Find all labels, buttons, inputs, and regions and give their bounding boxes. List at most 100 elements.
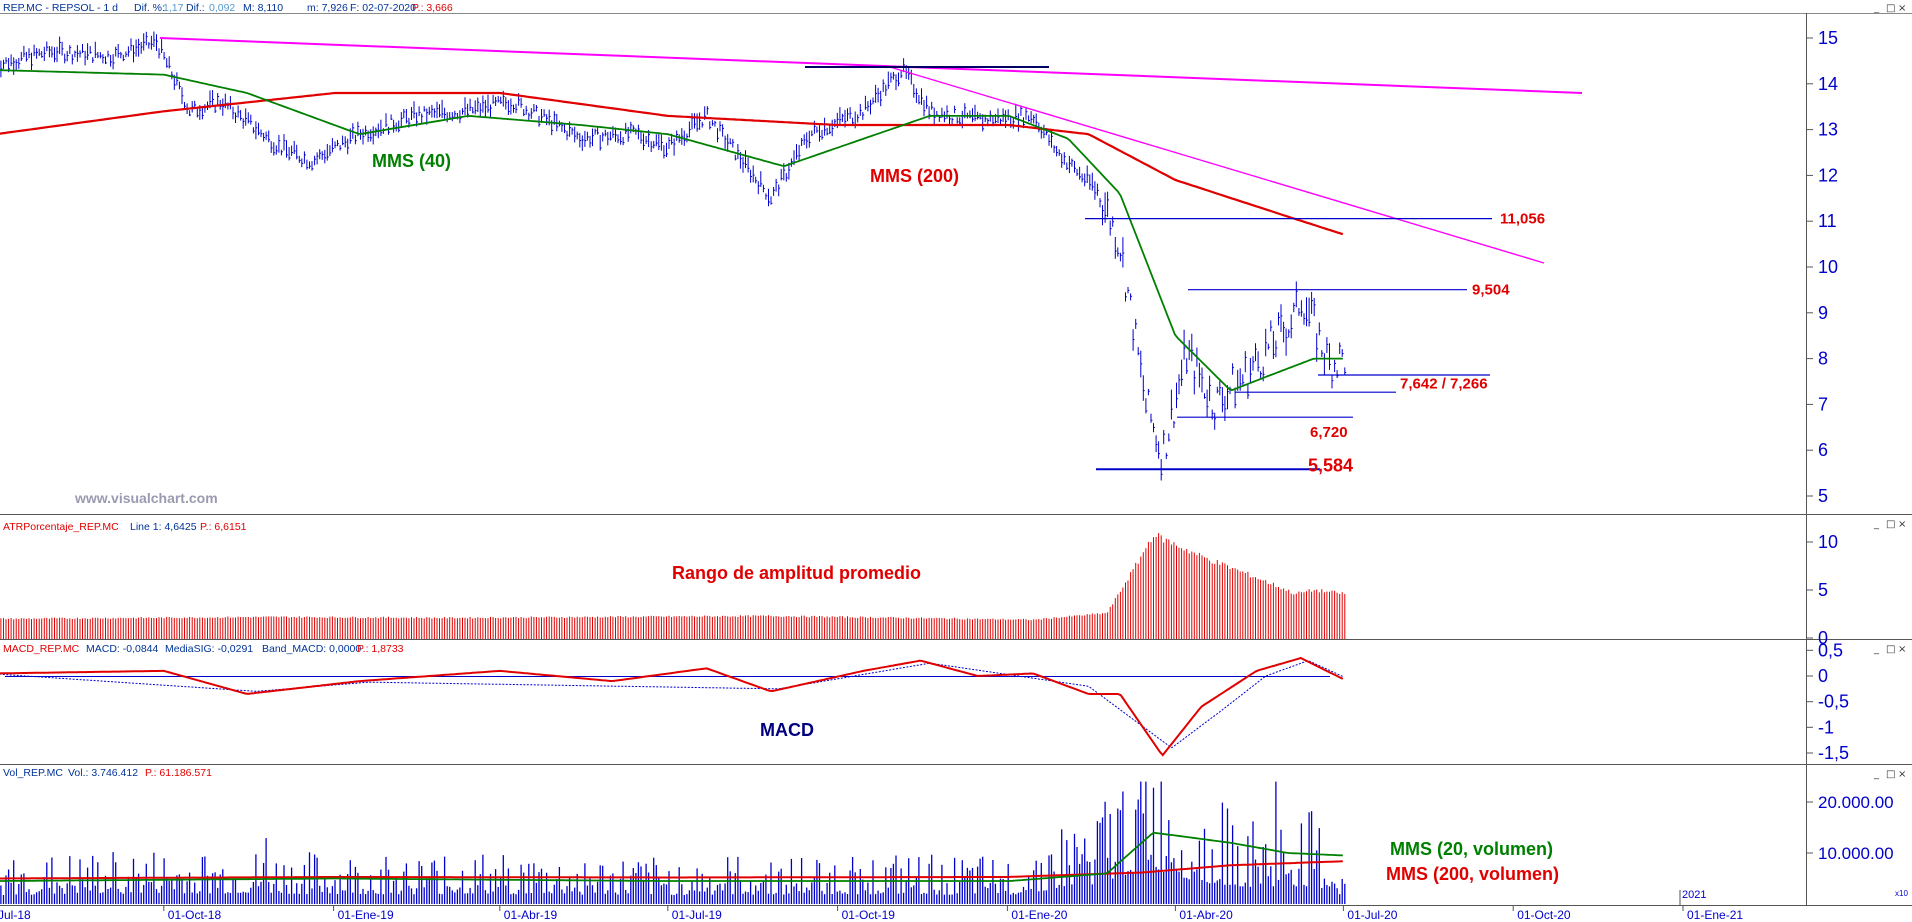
volume-close-button[interactable]: × [1898, 769, 1906, 780]
price-bar [890, 72, 893, 83]
price-bar [579, 132, 582, 148]
price-bar [1135, 318, 1138, 329]
price-bar [734, 154, 737, 161]
price-bar [954, 105, 956, 114]
price-bar [1232, 363, 1234, 375]
price-bar [232, 106, 235, 120]
price-bar [161, 39, 163, 53]
price-bar [301, 158, 304, 168]
macd-maximize-button[interactable]: □ [1886, 644, 1895, 655]
atr-header-name: ATRPorcentaje_REP.MC [3, 521, 119, 533]
price-bar [23, 45, 26, 58]
price-bar [133, 45, 135, 63]
price-bar [148, 42, 151, 49]
price-bar [615, 127, 617, 142]
price-header-dif-label: Dif.: [186, 2, 205, 14]
y-tick-label: 11 [1818, 211, 1837, 231]
price-bar [423, 106, 426, 112]
x-tick-label: 01-Ene-21 [1687, 908, 1743, 922]
price-bar [678, 134, 681, 143]
price-bar [688, 121, 691, 138]
price-bar [1122, 237, 1125, 268]
macd-minimize-button[interactable]: _ [1873, 644, 1880, 655]
y-tick-label: 10 [1818, 532, 1838, 552]
price-bar [140, 41, 143, 54]
price-bar [620, 131, 622, 145]
volume-minimize-button[interactable]: _ [1873, 769, 1880, 780]
y-tick-label: 0 [1818, 628, 1828, 648]
price-bar [74, 50, 77, 58]
price-bar [1209, 375, 1211, 402]
price-bar [1132, 329, 1135, 351]
price-bar [770, 196, 773, 205]
price-bar [1048, 134, 1051, 146]
atr-maximize-button[interactable]: □ [1886, 519, 1895, 530]
price-bar [938, 115, 941, 122]
level-label: 9,504 [1472, 282, 1510, 299]
price-bar [859, 103, 862, 116]
price-bar [1145, 398, 1148, 414]
price-bar [441, 99, 444, 118]
y-tick-label: 12 [1818, 165, 1838, 185]
atr-minimize-button[interactable]: _ [1873, 519, 1880, 530]
price-maximize-button[interactable]: □ [1886, 3, 1895, 14]
price-close-button[interactable]: × [1898, 3, 1906, 14]
price-bar [1155, 435, 1158, 453]
price-bar [885, 84, 888, 96]
y-tick-label: -1,5 [1818, 743, 1849, 763]
mms200-line [0, 91, 1344, 236]
price-bar [719, 121, 722, 132]
price-bar [66, 50, 69, 62]
price-bar [46, 41, 49, 52]
price-bar [742, 156, 745, 173]
price-minimize-button[interactable]: _ [1873, 3, 1880, 14]
price-bar [372, 126, 375, 145]
y-tick-label: 10.000.00 [1818, 844, 1894, 863]
price-bar [217, 93, 220, 106]
price-bar [84, 50, 87, 66]
price-bar [775, 178, 778, 192]
price-bar [263, 132, 265, 142]
atr-header-p: P.: 6,6151 [200, 521, 247, 533]
price-bar [1084, 173, 1087, 187]
price-bar [1318, 322, 1321, 336]
price-bar [296, 144, 299, 160]
price-bar [694, 113, 696, 129]
x-axis: Jul-18 01-Oct-18 01-Ene-19 01-Abr-19 01-Jul-… [0, 889, 1743, 922]
price-bar [653, 141, 656, 149]
price-bar [841, 113, 844, 122]
price-bar [1043, 124, 1046, 139]
price-bar [288, 147, 291, 161]
price-bar [222, 98, 225, 116]
price-header-symbol: REP.MC - REPSOL - 1 d [3, 2, 118, 14]
atr-close-button[interactable]: × [1898, 519, 1906, 530]
price-bar [788, 162, 791, 180]
price-bar [1086, 165, 1089, 183]
price-bar [898, 72, 900, 87]
mms200-annotation: MMS (200) [870, 166, 959, 186]
price-bar [250, 114, 253, 125]
price-bar [602, 132, 605, 142]
atr-bars [0, 533, 1346, 639]
price-bar [102, 54, 105, 64]
price-bar [436, 101, 439, 119]
macd-close-button[interactable]: × [1898, 644, 1906, 655]
price-bar [778, 184, 781, 197]
price-bar [1198, 362, 1201, 388]
price-bar [643, 133, 645, 151]
price-bar [737, 144, 740, 160]
price-bar [413, 101, 416, 119]
price-bar [1089, 174, 1092, 190]
price-bar [658, 132, 661, 150]
price-bar [1206, 389, 1209, 417]
volume-maximize-button[interactable]: □ [1886, 769, 1895, 780]
price-bar [13, 57, 16, 75]
price-bar [1094, 181, 1097, 200]
price-bar [10, 54, 13, 67]
y-tick-label: -0,5 [1818, 692, 1849, 712]
price-bar [711, 120, 714, 126]
price-bar [872, 97, 875, 105]
trendlines [159, 37, 1583, 264]
x-year-label: 2021 [1682, 889, 1706, 901]
y-tick-label: 8 [1818, 349, 1828, 369]
